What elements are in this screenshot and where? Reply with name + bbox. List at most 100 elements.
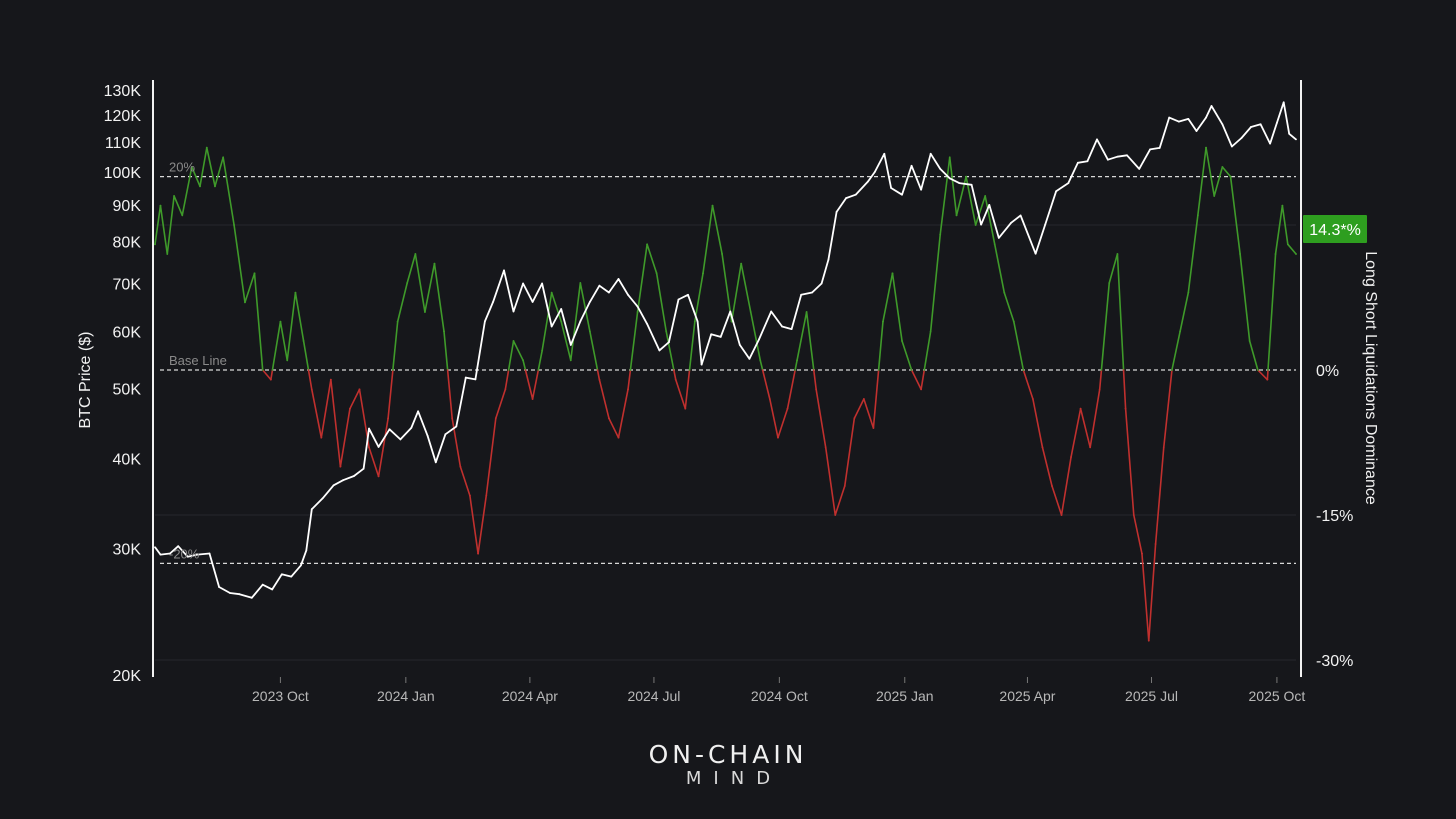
dominance-segment xyxy=(1060,456,1072,516)
dominance-segment xyxy=(702,204,714,275)
left-tick-label: 20K xyxy=(113,668,142,685)
dominance-segment xyxy=(392,320,399,371)
dominance-point xyxy=(815,388,818,391)
dominance-point xyxy=(882,320,884,323)
dominance-point xyxy=(1098,388,1101,391)
btc-price-point xyxy=(417,410,419,413)
dominance-point xyxy=(579,282,582,284)
dominance-segment xyxy=(469,494,479,555)
right-tick-label: -15% xyxy=(1316,508,1353,525)
dominance-point xyxy=(279,320,282,323)
btc-price-point xyxy=(646,323,649,325)
btc-price-point xyxy=(388,428,391,431)
dominance-segment xyxy=(1213,166,1224,197)
dominance-segment xyxy=(181,166,193,217)
dominance-segment xyxy=(843,417,856,487)
btc-price-point xyxy=(867,180,869,183)
dominance-point xyxy=(159,204,162,207)
btc-price-point xyxy=(820,282,823,285)
dominance-segment xyxy=(629,311,639,371)
btc-price-point xyxy=(1076,161,1079,164)
left-tick-label: 60K xyxy=(113,325,142,342)
dominance-segment xyxy=(1032,398,1044,449)
dominance-point xyxy=(1239,253,1242,255)
dominance-point xyxy=(1196,214,1199,217)
btc-price-point xyxy=(988,204,991,206)
btc-price-point xyxy=(560,308,563,310)
dominance-segment xyxy=(815,388,827,449)
dominance-segment xyxy=(1098,369,1103,391)
btc-price-point xyxy=(757,338,760,341)
dominance-segment xyxy=(655,272,668,333)
btc-price-point xyxy=(1044,223,1047,226)
btc-price-point xyxy=(883,152,886,155)
dominance-segment xyxy=(550,291,563,323)
dominance-point xyxy=(1213,195,1216,197)
btc-price-point xyxy=(1177,120,1180,123)
dominance-point xyxy=(396,320,399,323)
dominance-point xyxy=(459,465,462,468)
dominance-point xyxy=(494,417,497,420)
dominance-point xyxy=(636,311,639,313)
btc-price-point xyxy=(719,336,722,338)
dominance-segment xyxy=(414,253,426,313)
dominance-point xyxy=(1221,166,1224,168)
btc-price-point xyxy=(627,293,629,296)
dominance-segment xyxy=(1124,407,1135,516)
dominance-point xyxy=(910,369,913,371)
x-tick-label: 2025 Jul xyxy=(1125,688,1178,704)
dominance-point xyxy=(1032,398,1034,400)
dominance-point xyxy=(414,253,417,255)
btc-price-point xyxy=(177,545,180,548)
dominance-point xyxy=(984,195,987,197)
btc-price-point xyxy=(970,183,973,186)
dominance-segment xyxy=(377,417,389,478)
dominance-point xyxy=(214,185,216,188)
dominance-point xyxy=(598,378,601,381)
dominance-segment xyxy=(901,340,913,371)
btc-price-point xyxy=(1034,252,1037,255)
brand-logo-line1: ON-CHAIN xyxy=(648,740,808,769)
dominance-segment xyxy=(1003,291,1015,323)
btc-price-point xyxy=(1288,132,1291,135)
dominance-point xyxy=(872,427,875,429)
btc-price-point xyxy=(997,236,1000,239)
btc-price-point xyxy=(492,300,494,303)
btc-price-point xyxy=(169,552,171,555)
dominance-point xyxy=(233,224,235,226)
dominance-segment xyxy=(694,272,704,323)
dominance-point xyxy=(1248,340,1251,342)
left-tick-label: 70K xyxy=(113,276,142,293)
btc-price-point xyxy=(1195,130,1198,132)
dominance-point xyxy=(541,349,544,352)
btc-price-point xyxy=(1205,116,1207,119)
btc-price-point xyxy=(617,278,620,280)
dominance-point xyxy=(1051,485,1053,487)
btc-price-point xyxy=(890,187,893,189)
dominance-point xyxy=(1141,552,1143,555)
dominance-segment xyxy=(191,166,201,188)
btc-price-point xyxy=(290,575,293,578)
dominance-segment xyxy=(1266,369,1269,381)
dominance-point xyxy=(1179,330,1182,333)
dominance-segment xyxy=(617,388,629,439)
dominance-point xyxy=(627,388,629,391)
dominance-segment xyxy=(910,369,922,391)
dominance-point xyxy=(451,417,454,420)
btc-price-point xyxy=(280,573,283,576)
dominance-segment xyxy=(531,369,540,400)
dominance-segment xyxy=(984,195,996,246)
dominance-point xyxy=(805,311,808,313)
dominance-point xyxy=(199,185,201,188)
dominance-point xyxy=(674,378,677,381)
dominance-segment xyxy=(786,369,796,410)
btc-price-point xyxy=(845,197,848,199)
btc-price-point xyxy=(569,344,572,346)
dominance-point xyxy=(920,388,923,391)
btc-price-point xyxy=(1282,101,1285,104)
btc-price-point xyxy=(1106,158,1109,161)
btc-price-point xyxy=(434,461,437,464)
dominance-segment xyxy=(948,156,958,217)
btc-price-point xyxy=(729,310,732,313)
dominance-segment xyxy=(1267,253,1277,371)
